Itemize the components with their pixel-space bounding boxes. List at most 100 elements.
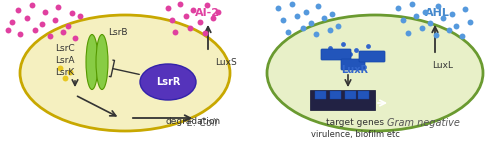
FancyBboxPatch shape [321, 49, 351, 60]
Point [432, 34, 440, 36]
Text: LsrA: LsrA [55, 56, 74, 65]
Point [189, 9, 197, 11]
Text: LsrR: LsrR [156, 77, 180, 87]
Point [408, 3, 416, 5]
Point [320, 17, 328, 19]
Point [201, 32, 209, 34]
Ellipse shape [140, 64, 196, 100]
Point [14, 9, 22, 11]
Point [458, 35, 466, 37]
Ellipse shape [86, 35, 98, 90]
Point [59, 31, 67, 33]
Point [168, 19, 176, 21]
Text: degradation: degradation [165, 117, 220, 127]
Point [445, 29, 453, 31]
Point [307, 22, 315, 24]
FancyBboxPatch shape [315, 91, 326, 99]
Point [31, 29, 39, 31]
FancyBboxPatch shape [345, 91, 356, 99]
Point [164, 7, 172, 9]
Point [364, 45, 372, 47]
Point [16, 33, 24, 35]
Point [412, 15, 420, 17]
Point [28, 4, 36, 6]
Point [358, 59, 366, 61]
Ellipse shape [267, 15, 483, 131]
Text: E. Coli: E. Coli [188, 118, 218, 128]
Point [328, 13, 336, 15]
Point [56, 67, 64, 69]
Point [326, 29, 334, 31]
Point [38, 23, 46, 25]
Point [288, 3, 296, 5]
Point [41, 11, 49, 13]
Point [439, 17, 447, 19]
Point [68, 12, 76, 14]
Point [312, 33, 320, 35]
Point [394, 7, 402, 9]
Point [76, 15, 84, 17]
Text: LuxR: LuxR [342, 65, 368, 75]
Point [8, 21, 16, 23]
Point [61, 77, 69, 79]
Point [333, 56, 341, 58]
Point [203, 4, 211, 6]
FancyBboxPatch shape [341, 59, 365, 70]
Point [351, 61, 359, 63]
Point [302, 11, 310, 13]
Point [64, 25, 72, 27]
FancyBboxPatch shape [359, 51, 385, 62]
Point [339, 43, 347, 45]
Point [346, 53, 354, 55]
Point [4, 29, 12, 31]
Point [46, 35, 54, 37]
Point [71, 37, 79, 39]
Text: AHL: AHL [425, 8, 450, 18]
Point [196, 21, 204, 23]
Point [284, 31, 292, 33]
Point [274, 7, 282, 9]
Text: AI-2: AI-2 [195, 8, 220, 18]
Point [182, 15, 190, 17]
Point [404, 32, 412, 34]
Point [418, 27, 426, 29]
FancyBboxPatch shape [330, 91, 341, 99]
Point [452, 25, 460, 27]
Ellipse shape [96, 35, 108, 90]
Point [352, 49, 360, 51]
FancyBboxPatch shape [310, 90, 375, 110]
Point [51, 19, 59, 21]
Point [461, 8, 469, 10]
Point [299, 27, 307, 29]
Point [293, 15, 301, 17]
Text: LsrB: LsrB [108, 28, 128, 37]
Text: target genes: target genes [326, 118, 384, 127]
Point [434, 5, 442, 7]
Text: LuxL: LuxL [432, 61, 453, 70]
Point [66, 71, 74, 73]
Point [314, 5, 322, 7]
Text: Gram negative: Gram negative [387, 118, 460, 128]
Point [209, 17, 217, 19]
Point [399, 19, 407, 21]
Point [326, 47, 334, 49]
Text: LsrC: LsrC [55, 44, 74, 52]
Point [279, 19, 287, 21]
Text: LsrK: LsrK [55, 67, 74, 76]
Point [334, 25, 342, 27]
Ellipse shape [20, 15, 230, 131]
Point [466, 21, 474, 23]
Text: LuxS: LuxS [215, 57, 237, 66]
Point [214, 11, 222, 13]
Text: virulence, biofilm etc: virulence, biofilm etc [310, 130, 400, 139]
Point [340, 64, 348, 66]
Point [54, 6, 62, 8]
Point [426, 22, 434, 24]
FancyBboxPatch shape [358, 91, 369, 99]
Point [171, 31, 179, 33]
Point [448, 13, 456, 15]
Point [176, 3, 184, 5]
Point [421, 11, 429, 13]
Point [23, 17, 31, 19]
Point [186, 27, 194, 29]
